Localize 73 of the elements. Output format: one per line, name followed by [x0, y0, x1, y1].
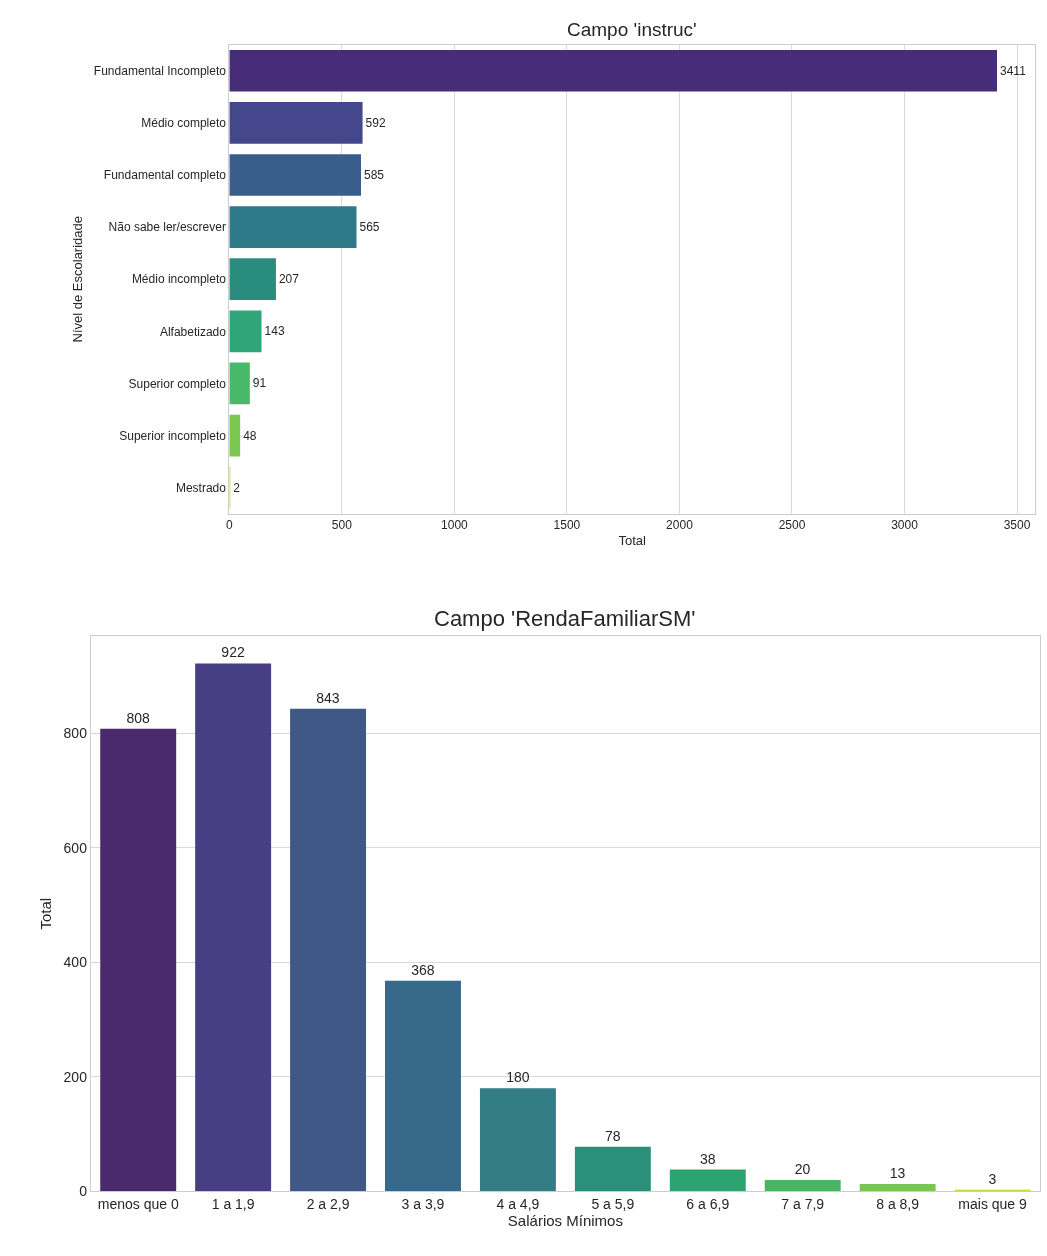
data-label: 565 — [359, 220, 380, 235]
x-tick-label: 3000 — [891, 518, 919, 533]
x-tick-label: 2000 — [666, 518, 694, 533]
data-label: 78 — [604, 1127, 621, 1144]
y-tick-label: Superior incompleto — [119, 428, 227, 443]
x-axis-title: Total — [618, 532, 647, 548]
y-tick-label: Mestrado — [175, 480, 227, 495]
bar — [229, 49, 997, 92]
bar — [229, 206, 357, 248]
x-tick-label: mais que 9 — [958, 1196, 1028, 1213]
bar — [229, 102, 363, 144]
x-tick-label: 2 a 2,9 — [306, 1196, 350, 1213]
x-tick-label: 3500 — [1003, 518, 1031, 533]
y-tick-label: Médio incompleto — [131, 272, 227, 287]
x-axis-title: Salários Mínimos — [507, 1212, 623, 1230]
bar — [100, 728, 177, 1192]
x-tick-label: 5 a 5,9 — [591, 1196, 635, 1213]
bar — [574, 1146, 651, 1192]
y-tick-label: Alfabetizado — [159, 324, 227, 339]
y-tick-label: 200 — [63, 1068, 88, 1085]
bar — [229, 362, 250, 405]
y-axis-title: Nível de Escolaridade — [69, 215, 85, 343]
x-tick-label: 1500 — [553, 518, 581, 533]
x-tick-label: 6 a 6,9 — [686, 1196, 730, 1213]
data-label: 922 — [221, 644, 245, 661]
data-label: 13 — [889, 1164, 906, 1181]
data-label: 808 — [126, 709, 150, 726]
bar — [290, 708, 367, 1192]
y-axis-title: Total — [36, 897, 54, 930]
y-tick-label: Superior completo — [128, 376, 227, 391]
data-label: 843 — [316, 689, 340, 706]
y-tick-label: 600 — [63, 839, 88, 856]
bar — [229, 310, 262, 353]
x-tick-label: 2500 — [778, 518, 806, 533]
y-tick-label: Fundamental completo — [103, 168, 227, 183]
chart-title: Campo 'instruc' — [567, 19, 697, 40]
y-tick-label: Não sabe ler/escrever — [108, 220, 226, 235]
x-tick-label: 7 a 7,9 — [781, 1196, 825, 1213]
data-label: 3 — [988, 1170, 997, 1187]
x-tick-label: 500 — [331, 518, 353, 533]
bar — [669, 1169, 746, 1192]
data-label: 585 — [364, 167, 385, 182]
x-tick-label: 3 a 3,9 — [401, 1196, 445, 1213]
data-label: 143 — [264, 324, 285, 339]
data-label: 180 — [506, 1069, 530, 1086]
x-tick-label: 1 a 1,9 — [211, 1196, 255, 1213]
data-label: 3411 — [1000, 63, 1027, 78]
y-tick-label: Fundamental Incompleto — [93, 63, 227, 78]
y-tick-label: Médio completo — [141, 116, 227, 131]
bar — [859, 1183, 936, 1192]
x-tick-label: 8 a 8,9 — [876, 1196, 920, 1213]
data-label: 2 — [233, 480, 241, 495]
bar — [229, 258, 276, 301]
x-tick-label: 1000 — [441, 518, 469, 533]
bar — [229, 154, 362, 196]
bar — [195, 663, 272, 1192]
y-tick-label: 0 — [79, 1183, 88, 1200]
data-label: 48 — [243, 428, 257, 443]
y-tick-label: 800 — [63, 725, 88, 742]
bar — [385, 980, 461, 1192]
y-tick-label: 400 — [63, 954, 88, 971]
data-label: 592 — [365, 115, 386, 130]
data-label: 368 — [411, 961, 435, 978]
bar — [229, 414, 241, 457]
bar — [479, 1088, 556, 1192]
data-label: 20 — [794, 1160, 811, 1177]
x-tick-label: 4 a 4,9 — [496, 1196, 540, 1213]
data-label: 207 — [278, 272, 300, 287]
data-label: 38 — [699, 1150, 716, 1167]
chart-title: Campo 'RendaFamiliarSM' — [434, 606, 696, 631]
data-label: 91 — [252, 376, 267, 391]
x-tick-label: menos que 0 — [97, 1196, 179, 1213]
bar — [764, 1179, 841, 1192]
